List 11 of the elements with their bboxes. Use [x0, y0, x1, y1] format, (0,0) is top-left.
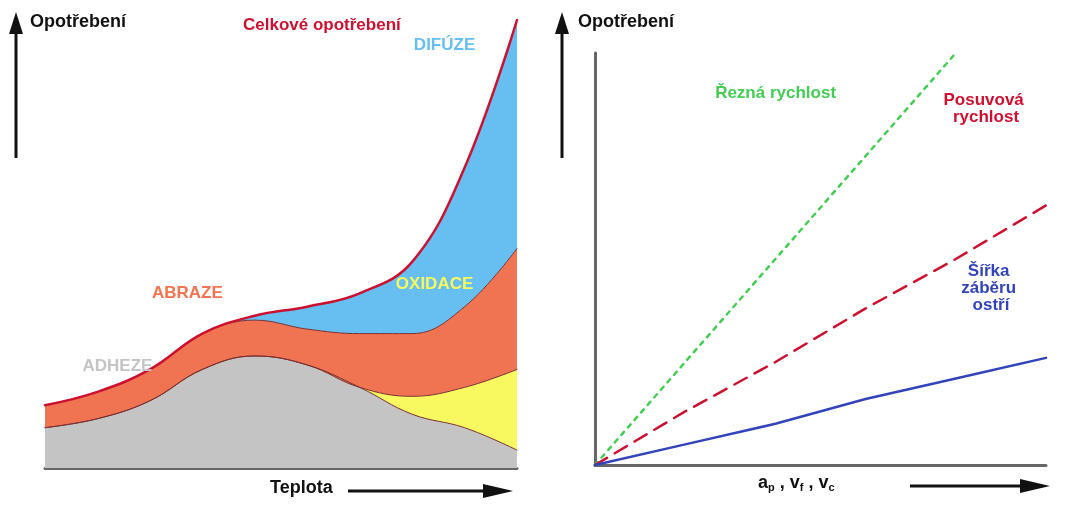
text: Posuvová rychlost — [943, 90, 1029, 127]
annotation: Celkové opotřebení — [243, 15, 403, 34]
text: Řezná rychlost — [715, 83, 837, 102]
y-axis-title: Opotřebení — [30, 11, 127, 31]
text: Šířka záběru ostří — [961, 260, 1021, 314]
series-label: ABRAZE — [151, 282, 223, 302]
series-label: ADHEZE — [82, 355, 153, 375]
x-axis-title: Teplota — [270, 477, 334, 497]
series-label: DIFÚZE — [413, 34, 476, 54]
text: OXIDACE — [395, 274, 474, 294]
y-axis-title: Opotřebení — [578, 11, 675, 31]
